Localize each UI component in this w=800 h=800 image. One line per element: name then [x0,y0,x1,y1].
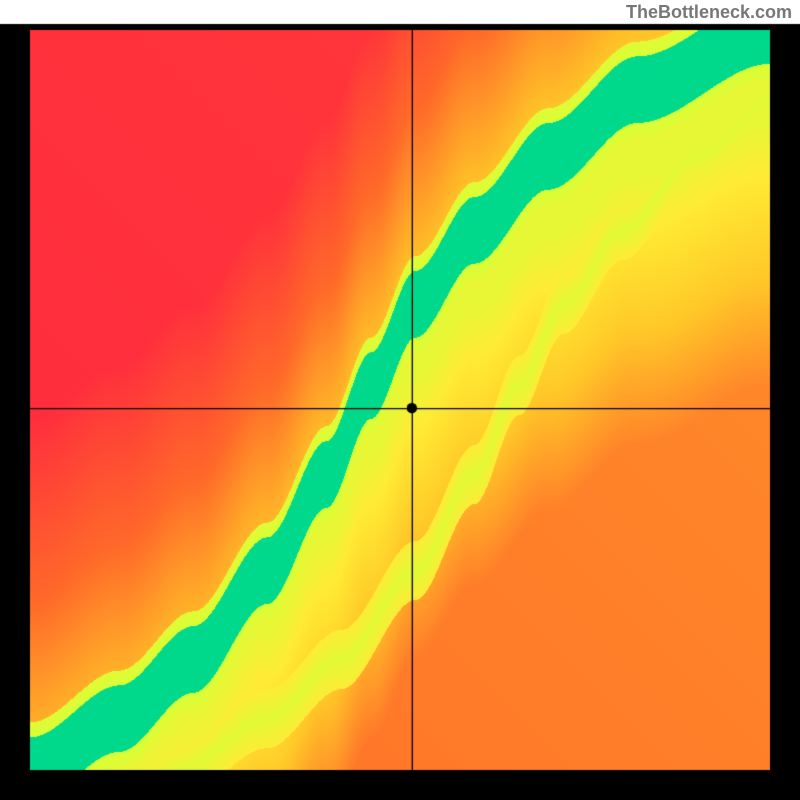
watermark-label: TheBottleneck.com [626,2,792,23]
heatmap-canvas [0,0,800,800]
chart-container: TheBottleneck.com [0,0,800,800]
plot-area [0,0,800,800]
